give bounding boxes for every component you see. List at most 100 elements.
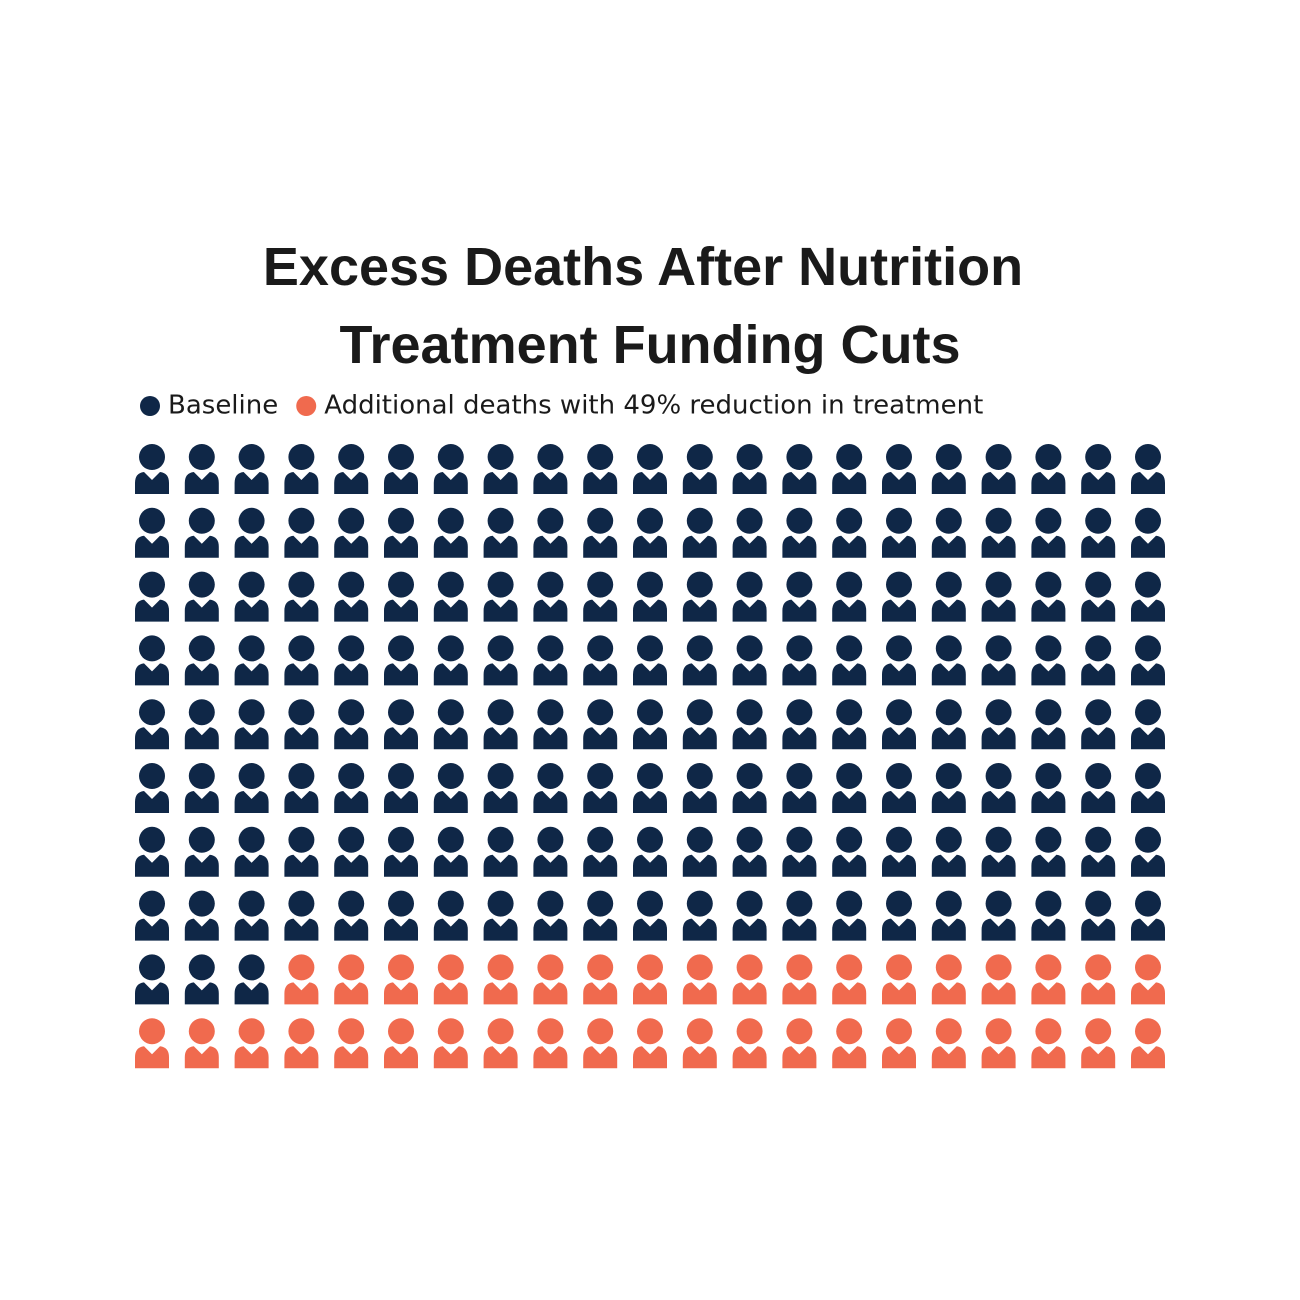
person-icon xyxy=(682,954,717,1005)
icon-body xyxy=(931,1046,966,1069)
person-icon xyxy=(931,571,966,622)
icon-body xyxy=(931,599,966,622)
person-icon xyxy=(184,826,219,877)
icon-head xyxy=(437,1018,464,1045)
person-icon xyxy=(633,699,667,750)
person-icon xyxy=(284,507,319,558)
icon-body xyxy=(1031,791,1066,813)
icon-head xyxy=(188,1018,215,1045)
icon-body xyxy=(1131,663,1165,686)
person-icon xyxy=(184,1018,219,1069)
icon-head xyxy=(836,826,863,853)
person-icon xyxy=(384,635,418,686)
icon-body xyxy=(1131,472,1165,494)
person-icon xyxy=(832,826,867,877)
icon-head xyxy=(537,444,564,470)
person-icon xyxy=(1131,571,1165,622)
icon-head xyxy=(786,507,813,534)
person-icon xyxy=(184,507,219,558)
person-icon xyxy=(433,507,468,558)
icon-body xyxy=(682,472,717,494)
icon-body xyxy=(931,535,966,558)
icon-head xyxy=(238,571,265,598)
person-icon xyxy=(334,635,369,686)
icon-body xyxy=(334,599,369,622)
icon-body xyxy=(682,1046,717,1069)
icon-head xyxy=(1035,699,1062,726)
person-icon xyxy=(583,444,618,494)
icon-body xyxy=(234,599,269,622)
person-icon xyxy=(234,444,269,494)
icon-body xyxy=(1081,727,1116,750)
icon-head xyxy=(388,1018,414,1045)
person-icon xyxy=(931,699,966,750)
person-icon xyxy=(284,444,319,494)
person-icon xyxy=(1031,444,1066,494)
person-icon xyxy=(732,1018,767,1069)
icon-body xyxy=(284,982,319,1005)
person-icon xyxy=(483,571,518,622)
icon-body xyxy=(882,982,916,1005)
icon-body xyxy=(384,854,418,877)
person-icon xyxy=(832,763,867,813)
icon-body xyxy=(284,918,319,941)
person-icon xyxy=(981,507,1016,558)
person-icon xyxy=(782,635,817,686)
icon-head xyxy=(437,890,464,917)
icon-body xyxy=(234,1046,269,1069)
icon-body xyxy=(981,918,1016,941)
icon-head xyxy=(686,763,713,789)
icon-body xyxy=(135,472,169,494)
icon-head xyxy=(587,507,614,534)
person-icon xyxy=(184,699,219,750)
person-icon xyxy=(931,635,966,686)
person-icon xyxy=(931,1018,966,1069)
icon-body xyxy=(135,982,169,1005)
icon-body xyxy=(931,982,966,1005)
icon-body xyxy=(732,854,767,877)
icon-body xyxy=(135,854,169,877)
person-icon xyxy=(782,507,817,558)
icon-head xyxy=(238,507,265,534)
icon-body xyxy=(284,1046,319,1069)
icon-body xyxy=(234,472,269,494)
icon-body xyxy=(732,982,767,1005)
icon-head xyxy=(238,1018,265,1045)
person-icon xyxy=(682,507,717,558)
person-icon xyxy=(882,444,916,494)
icon-head xyxy=(786,1018,813,1045)
icon-body xyxy=(832,663,867,686)
icon-body xyxy=(433,854,468,877)
icon-body xyxy=(334,727,369,750)
icon-body xyxy=(931,854,966,877)
icon-head xyxy=(935,890,962,917)
icon-head xyxy=(985,635,1012,662)
person-icon xyxy=(1031,826,1066,877)
person-icon xyxy=(1031,954,1066,1005)
icon-body xyxy=(583,535,618,558)
icon-head xyxy=(188,763,215,789)
legend-label: Additional deaths with 49% reduction in … xyxy=(324,391,983,421)
person-icon xyxy=(882,954,916,1005)
person-icon xyxy=(234,1018,269,1069)
icon-head xyxy=(935,954,962,981)
person-icon xyxy=(782,826,817,877)
icon-body xyxy=(1031,1046,1066,1069)
person-icon xyxy=(284,890,319,941)
icon-body xyxy=(533,1046,568,1069)
person-icon xyxy=(1131,635,1165,686)
person-icon xyxy=(483,1018,518,1069)
icon-body xyxy=(284,663,319,686)
person-icon xyxy=(433,954,468,1005)
icon-head xyxy=(1135,635,1161,662)
person-icon xyxy=(882,699,916,750)
icon-head xyxy=(736,954,763,981)
icon-head xyxy=(836,507,863,534)
person-icon xyxy=(583,635,618,686)
person-icon xyxy=(1131,507,1165,558)
person-icon xyxy=(682,763,717,813)
person-icon xyxy=(832,507,867,558)
person-icon xyxy=(882,826,916,877)
icon-body xyxy=(782,1046,817,1069)
icon-head xyxy=(886,763,912,789)
